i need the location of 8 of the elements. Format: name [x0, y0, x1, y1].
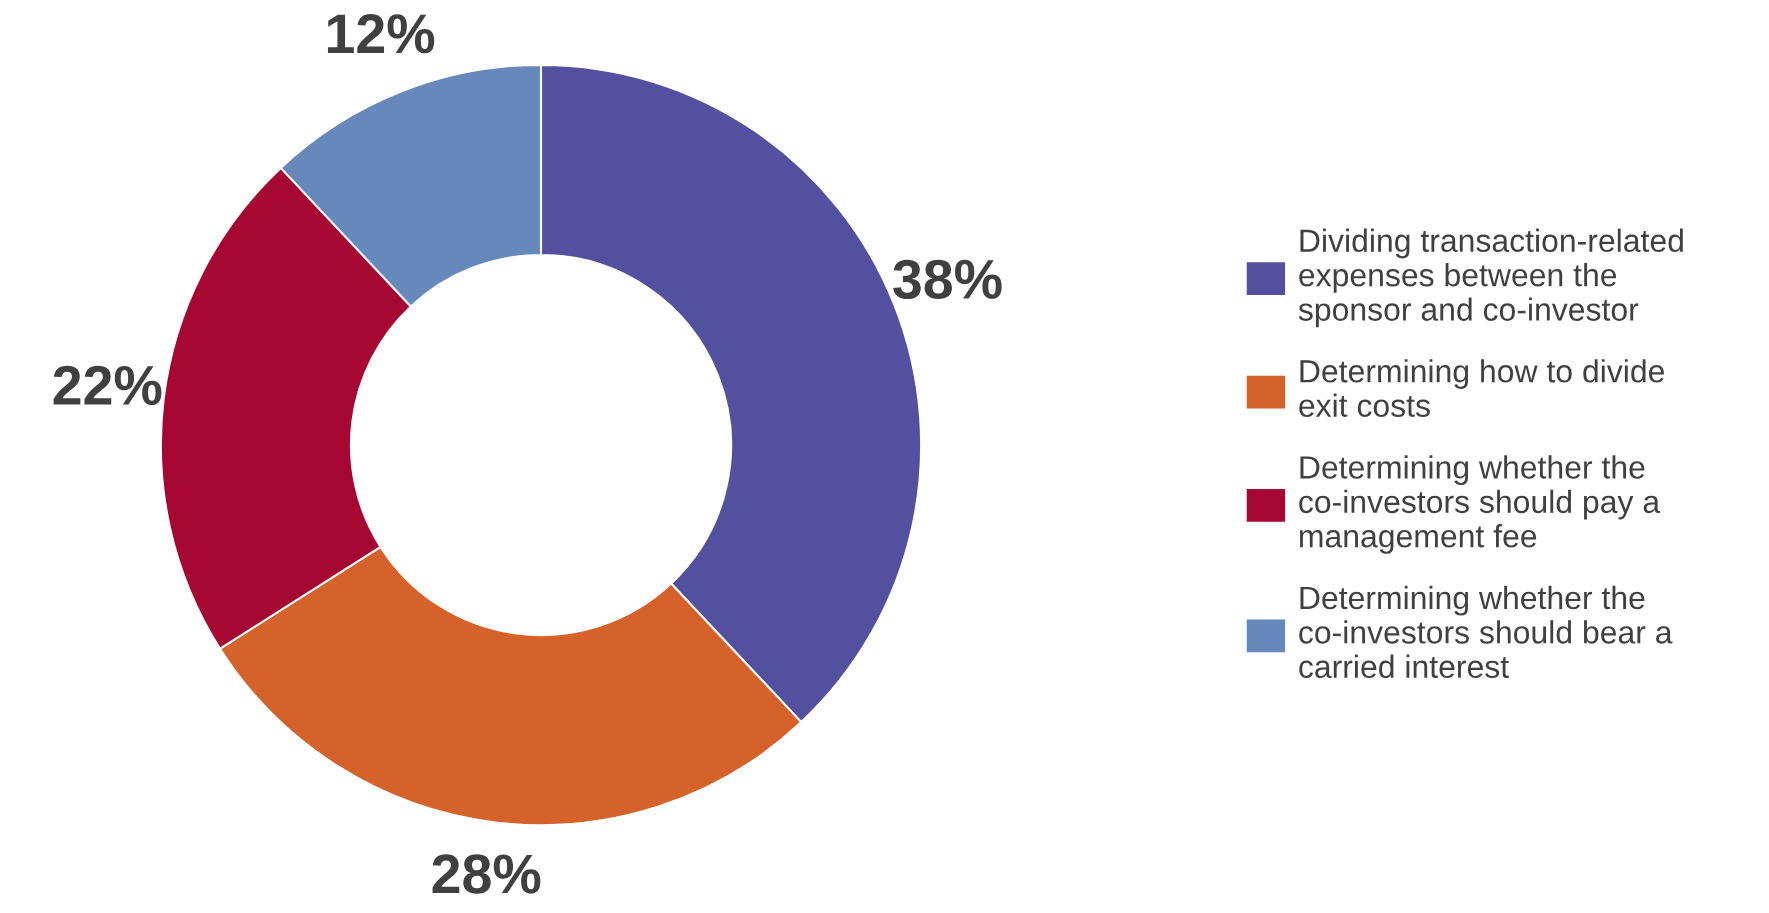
legend-label: Determining how to divide exit costs	[1299, 359, 1664, 418]
legend-label: Determining whether the co-investors should pay a management fee	[1299, 455, 1661, 554]
legend-label: Determining whether the co-investors should bear a carried interest	[1299, 585, 1673, 679]
data-label: 22%	[53, 365, 162, 406]
data-label: 28%	[432, 854, 541, 894]
data-label: 12%	[327, 14, 435, 54]
data-label: 38%	[893, 259, 1002, 300]
legend-label: Dividing transaction-related expenses between the sponsor and co-investor	[1298, 228, 1683, 328]
